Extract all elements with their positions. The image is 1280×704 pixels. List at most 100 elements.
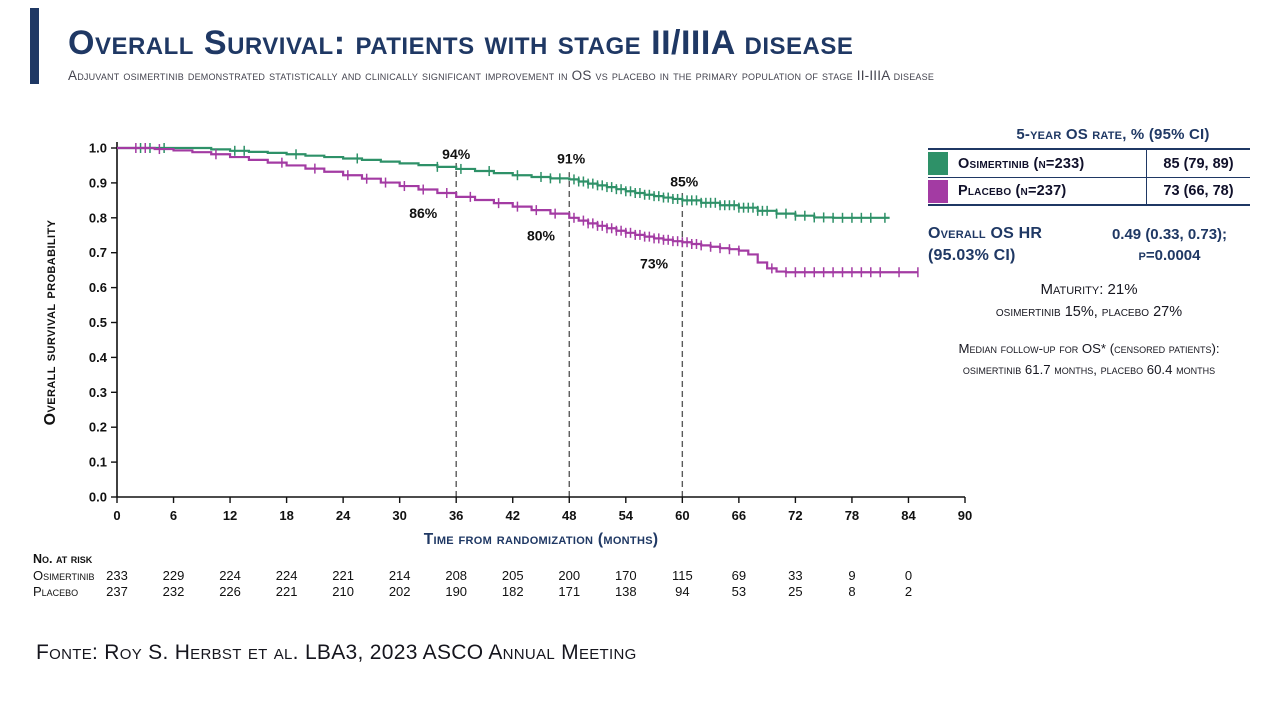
- hazard-ratio-value: 0.49 (0.33, 0.73); p=0.0004: [1089, 224, 1250, 266]
- x-tick-label: 12: [223, 508, 237, 523]
- placebo-swatch: [928, 179, 948, 203]
- risk-count: 237: [106, 584, 128, 599]
- maturity-line1: Maturity: 21%: [1040, 281, 1138, 299]
- risk-count: 53: [732, 584, 746, 599]
- risk-count: 182: [502, 584, 524, 599]
- risk-count: 224: [276, 568, 298, 583]
- risk-count: 94: [675, 584, 689, 599]
- survival-rate-annotation: 94%: [442, 146, 471, 162]
- hr-p-value: p=0.0004: [1138, 246, 1201, 264]
- hazard-ratio-block: Overall OS HR (95.03% CI) 0.49 (0.33, 0.…: [928, 223, 1250, 266]
- risk-count: 2: [905, 584, 912, 599]
- y-tick-label: 0.9: [89, 175, 107, 190]
- page-subtitle: Adjuvant osimertinib demonstrated statis…: [68, 68, 935, 84]
- y-tick-label: 0.0: [89, 490, 107, 505]
- survival-rate-annotation: 80%: [527, 227, 556, 243]
- risk-count: 232: [163, 584, 185, 599]
- os-rate-table-header: 5-year OS rate, % (95% CI): [1016, 126, 1210, 143]
- hazard-ratio-label: Overall OS HR (95.03% CI): [928, 223, 1089, 266]
- risk-count: 214: [389, 568, 411, 583]
- source-citation: Fonte: Roy S. Herbst et al. LBA3, 2023 A…: [36, 641, 637, 664]
- risk-count: 224: [219, 568, 241, 583]
- placebo-label: Placebo (n=237): [958, 183, 1067, 199]
- followup-line2: osimertinib 61.7 months, placebo 60.4 mo…: [962, 361, 1216, 377]
- risk-count: 233: [106, 568, 128, 583]
- maturity-line2: osimertinib 15%, placebo 27%: [995, 303, 1183, 320]
- risk-count: 171: [558, 584, 580, 599]
- table-row: Placebo (n=237) 73 (66, 78): [928, 177, 1250, 204]
- survival-rate-annotation: 86%: [409, 205, 438, 221]
- risk-table-header: No. at risk: [33, 552, 93, 566]
- risk-count: 33: [788, 568, 802, 583]
- x-tick-label: 90: [958, 508, 972, 523]
- x-tick-label: 24: [336, 508, 351, 523]
- survival-rate-annotation: 85%: [670, 173, 699, 189]
- x-tick-label: 54: [619, 508, 634, 523]
- x-tick-label: 0: [113, 508, 120, 523]
- header: Overall Survival: patients with stage II…: [68, 24, 1250, 83]
- survival-rate-annotation: 73%: [640, 255, 669, 271]
- y-tick-label: 0.7: [89, 245, 107, 260]
- accent-bar: [30, 8, 39, 84]
- survival-rate-annotation: 91%: [557, 151, 586, 167]
- risk-count: 190: [445, 584, 467, 599]
- km-curve-osimertinib: [117, 146, 890, 219]
- risk-row-label-osimertinib: Osimertinib: [33, 568, 94, 583]
- x-tick-label: 30: [392, 508, 406, 523]
- y-tick-label: 0.2: [89, 420, 107, 435]
- x-tick-label: 72: [788, 508, 802, 523]
- x-tick-label: 84: [901, 508, 916, 523]
- hr-value-line1: 0.49 (0.33, 0.73);: [1111, 225, 1228, 243]
- risk-count: 205: [502, 568, 524, 583]
- risk-row-label-placebo: Placebo: [33, 584, 78, 599]
- osimertinib-swatch: [928, 152, 948, 175]
- risk-count: 208: [445, 568, 467, 583]
- risk-count: 200: [558, 568, 580, 583]
- x-tick-label: 18: [279, 508, 293, 523]
- risk-count: 210: [332, 584, 354, 599]
- page-title: Overall Survival: patients with stage II…: [68, 24, 854, 62]
- risk-count: 115: [672, 568, 693, 583]
- y-tick-label: 0.6: [89, 280, 107, 295]
- y-tick-label: 0.4: [89, 350, 108, 365]
- y-tick-label: 0.3: [89, 385, 107, 400]
- side-panel: 5-year OS rate, % (95% CI) Osimertinib (…: [928, 126, 1250, 380]
- y-axis-title: Overall survival probability: [42, 219, 59, 425]
- hr-label-line2: (95.03% CI): [928, 246, 1016, 264]
- maturity-block: Maturity: 21% osimertinib 15%, placebo 2…: [928, 279, 1250, 323]
- risk-count: 221: [276, 584, 298, 599]
- y-tick-label: 1.0: [89, 141, 107, 156]
- x-tick-label: 66: [732, 508, 746, 523]
- x-tick-label: 60: [675, 508, 689, 523]
- risk-count: 202: [389, 584, 411, 599]
- risk-count: 229: [163, 568, 185, 583]
- placebo-os-rate: 73 (66, 78): [1146, 178, 1250, 204]
- os-rate-table: Osimertinib (n=233) 85 (79, 89) Placebo …: [928, 148, 1250, 206]
- osimertinib-label: Osimertinib (n=233): [958, 155, 1085, 172]
- followup-line1: Median follow-up for OS* (censored patie…: [958, 341, 1220, 357]
- osimertinib-os-rate: 85 (79, 89): [1146, 150, 1250, 177]
- risk-count: 221: [332, 568, 354, 583]
- x-tick-label: 6: [170, 508, 177, 523]
- risk-count: 170: [615, 568, 637, 583]
- x-axis-title: Time from randomization (months): [424, 531, 659, 548]
- risk-count: 25: [788, 584, 802, 599]
- followup-block: Median follow-up for OS* (censored patie…: [928, 339, 1250, 380]
- x-tick-label: 42: [505, 508, 519, 523]
- x-tick-label: 36: [449, 508, 463, 523]
- x-tick-label: 78: [845, 508, 859, 523]
- risk-count: 0: [905, 568, 912, 583]
- y-tick-label: 0.8: [89, 210, 107, 225]
- y-tick-label: 0.1: [89, 455, 107, 470]
- risk-count: 226: [219, 584, 241, 599]
- hr-label-line1: Overall OS HR: [928, 225, 1043, 242]
- risk-count: 138: [615, 584, 637, 599]
- risk-count: 9: [848, 568, 855, 583]
- x-tick-label: 48: [562, 508, 576, 523]
- table-row: Osimertinib (n=233) 85 (79, 89): [928, 150, 1250, 177]
- risk-count: 8: [848, 584, 855, 599]
- y-tick-label: 0.5: [89, 315, 107, 330]
- risk-count: 69: [732, 568, 746, 583]
